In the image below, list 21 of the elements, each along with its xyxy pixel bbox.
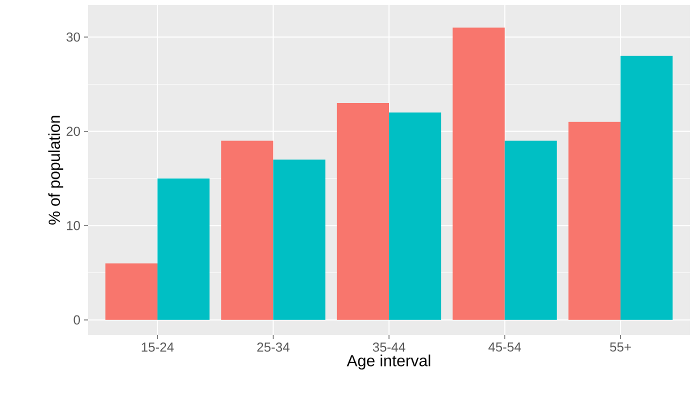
x-tick-label: 45-54 xyxy=(488,342,522,352)
bar xyxy=(157,178,210,320)
bar xyxy=(389,112,442,320)
bar xyxy=(504,140,557,320)
y-tick-label: 10 xyxy=(66,221,80,230)
x-tick-label: 55+ xyxy=(610,342,631,352)
bar xyxy=(273,160,326,320)
x-tick-label: 25-34 xyxy=(257,342,290,352)
x-tick-label: 15-24 xyxy=(142,342,174,352)
bar xyxy=(620,56,673,320)
bar xyxy=(221,140,274,320)
x-axis-title: Age interval xyxy=(346,354,430,370)
bar xyxy=(452,28,505,320)
y-axis-title: % of population xyxy=(48,116,64,225)
bar xyxy=(105,263,158,320)
y-tick-label: 0 xyxy=(74,315,80,325)
bar xyxy=(336,103,390,320)
y-tick-label: 30 xyxy=(66,32,80,42)
y-tick-label: 20 xyxy=(66,126,80,136)
bar xyxy=(568,122,621,320)
x-tick-label: 35-44 xyxy=(372,342,406,352)
